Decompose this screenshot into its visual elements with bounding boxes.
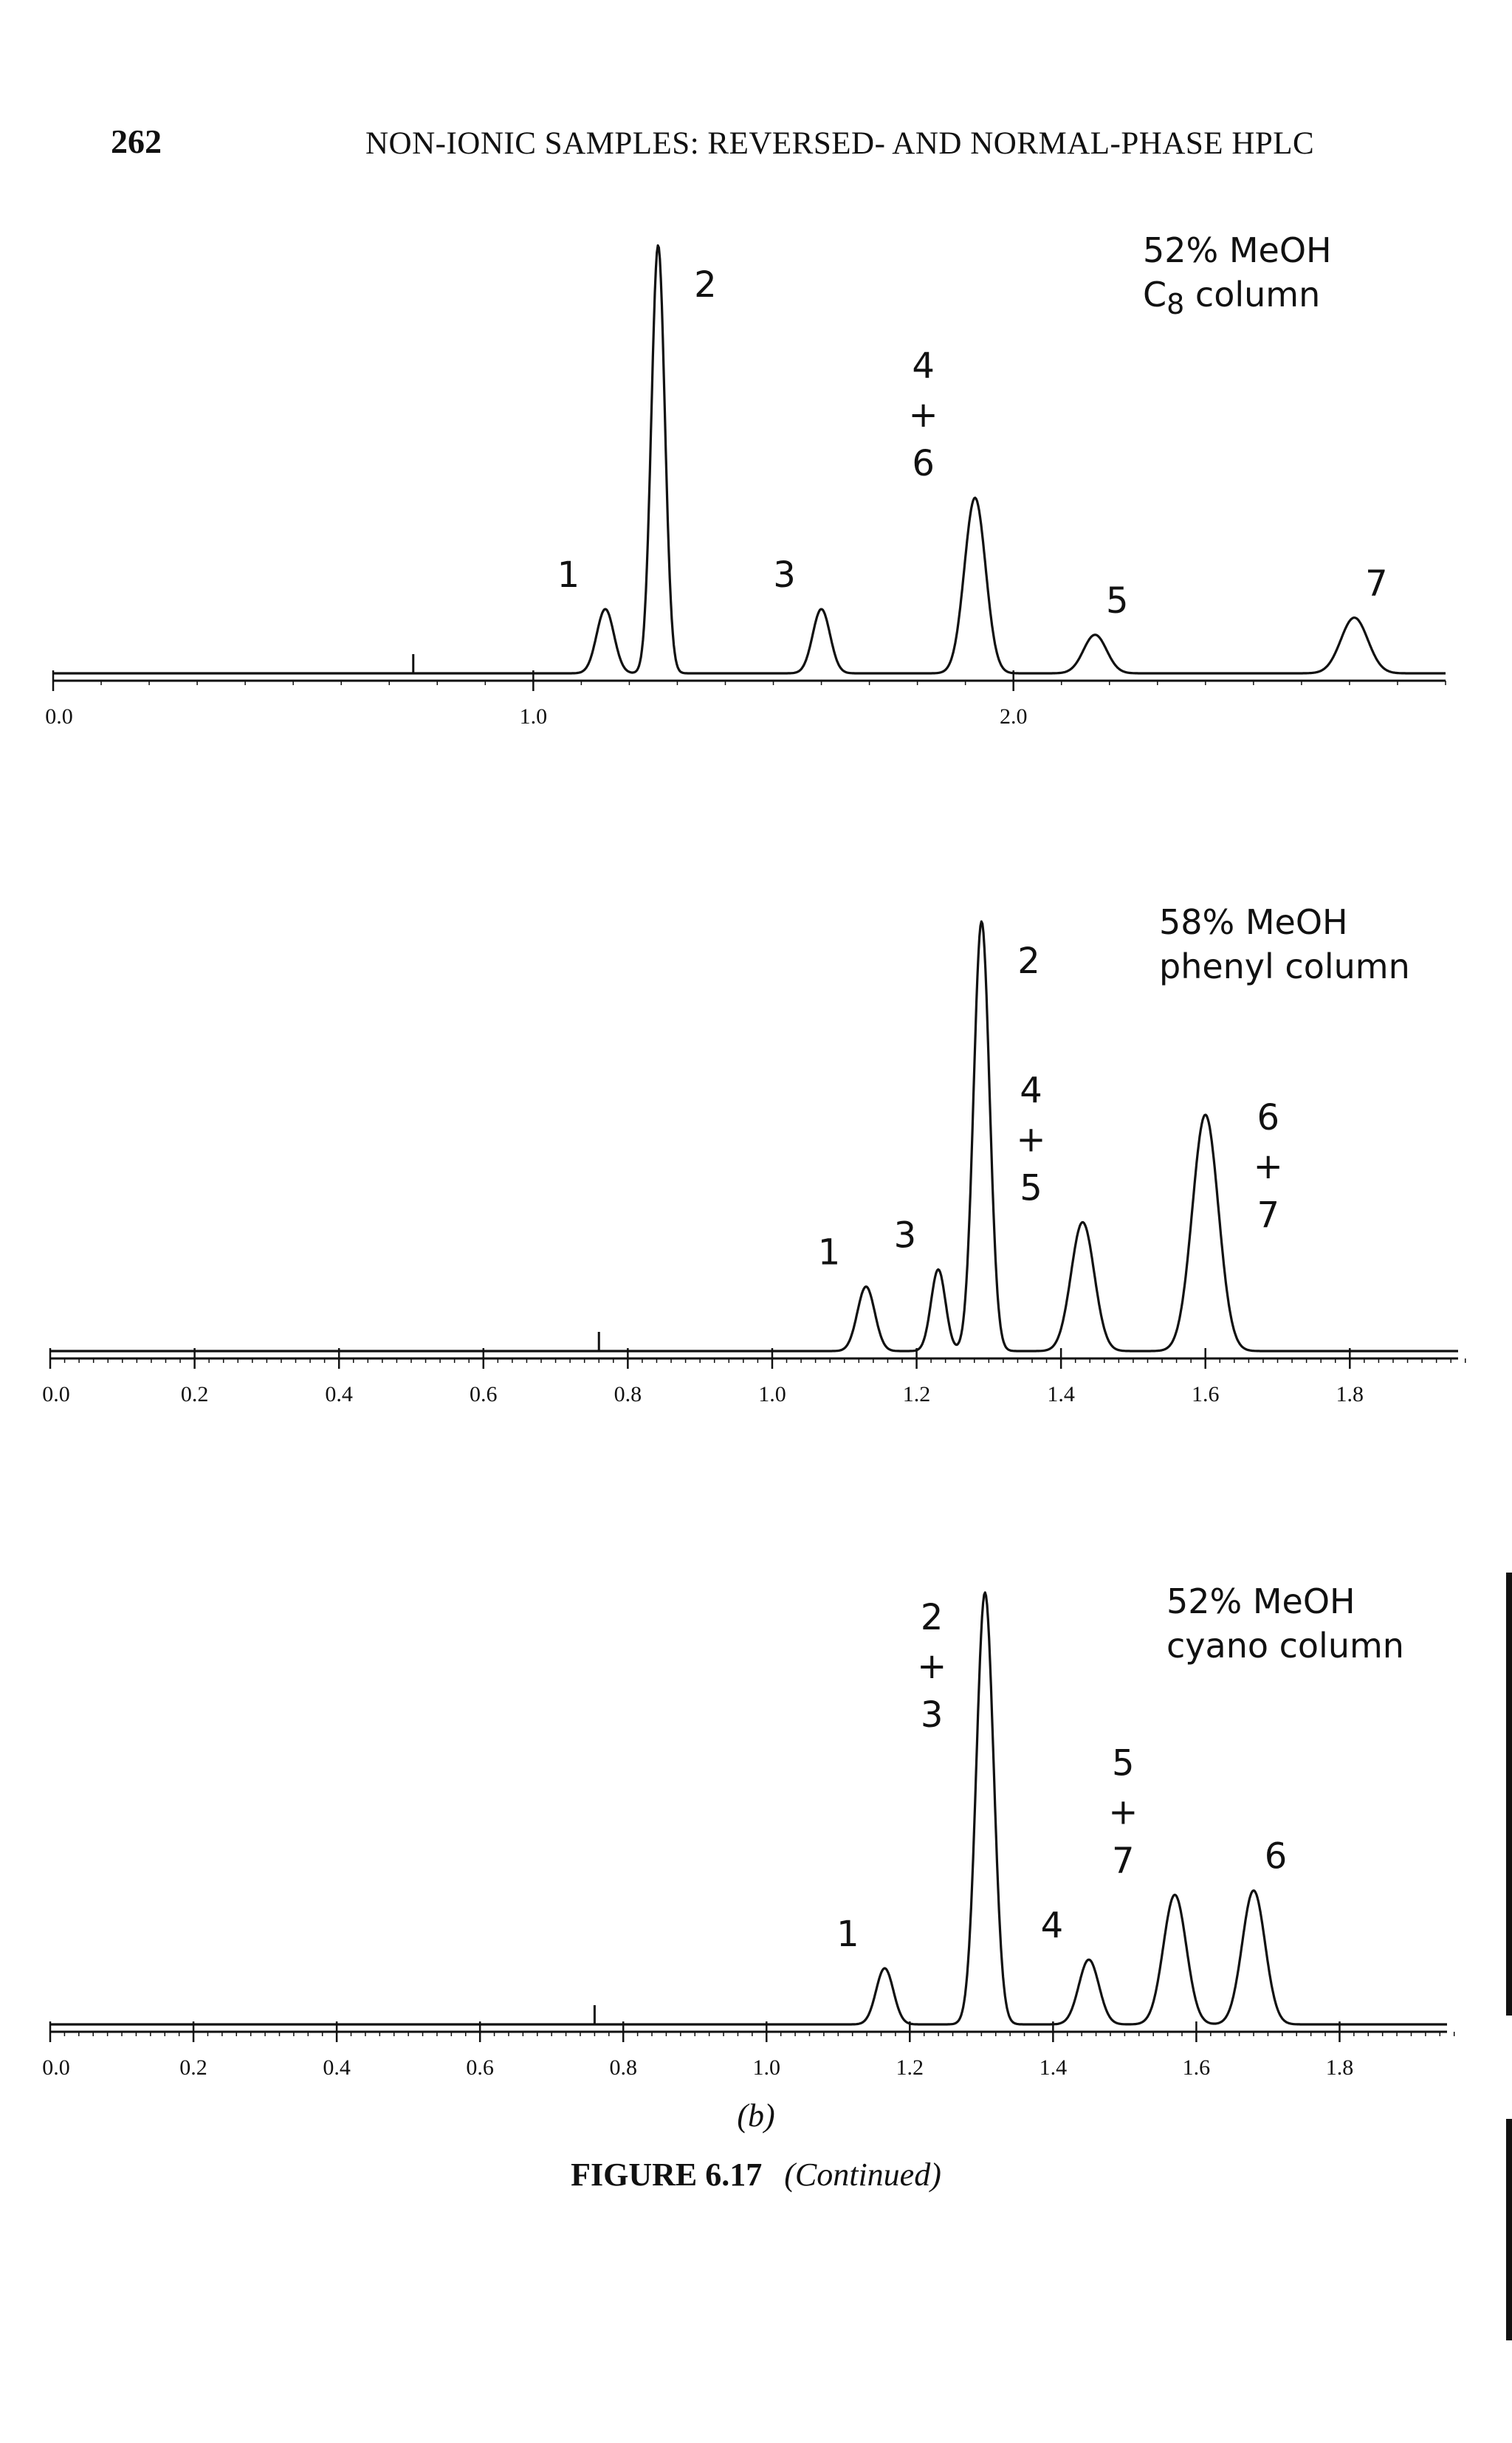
condition-label: phenyl column <box>1159 946 1410 986</box>
peak-label: 1 <box>557 554 580 596</box>
condition-label: 52% MeOH <box>1143 230 1332 270</box>
peak-label: 6 <box>1257 1097 1279 1138</box>
peak-label: 5 <box>1106 580 1129 622</box>
figure-sub-label: (b) <box>737 2097 775 2134</box>
peak-label: 4 <box>912 346 935 387</box>
scan-edge-mark <box>1506 1573 1512 2016</box>
condition-label: cyano column <box>1166 1626 1404 1666</box>
x-tick-label: 0.6 <box>470 1382 498 1406</box>
x-tick-label: 0.4 <box>323 2055 351 2080</box>
x-tick-label: 1.4 <box>1047 1382 1075 1406</box>
peak-label: + <box>909 394 938 436</box>
chromatogram-trace <box>49 920 1459 1353</box>
x-tick-label: 0.8 <box>609 2055 637 2080</box>
peak-label: 6 <box>1265 1836 1288 1877</box>
figure-caption: FIGURE 6.17 (Continued) <box>0 2156 1512 2193</box>
condition-label: C8 column <box>1143 275 1320 320</box>
x-tick-label: 0.0 <box>45 704 73 729</box>
x-tick-label: 1.6 <box>1192 1382 1220 1406</box>
x-tick-label: 1.0 <box>753 2055 781 2080</box>
x-tick-label: 0.4 <box>325 1382 353 1406</box>
peak-label: 7 <box>1257 1195 1279 1236</box>
condition-label: 58% MeOH <box>1159 902 1348 942</box>
x-tick-label: 1.2 <box>896 2055 924 2080</box>
x-tick-label: 1.0 <box>520 704 548 729</box>
x-tick-label: 0.6 <box>466 2055 494 2080</box>
peak-label: 6 <box>912 443 935 484</box>
page-header: 262 NON-IONIC SAMPLES: REVERSED- AND NOR… <box>0 0 1512 177</box>
peak-label: 1 <box>836 1914 859 1955</box>
peak-label: + <box>1108 1792 1138 1833</box>
x-tick-label: 1.0 <box>758 1382 786 1406</box>
peak-label: 7 <box>1112 1841 1135 1882</box>
peak-label: + <box>1254 1146 1283 1187</box>
x-tick-label: 0.0 <box>42 2055 70 2080</box>
x-tick-label: 2.0 <box>1000 704 1028 729</box>
peak-label: 2 <box>1017 941 1040 982</box>
x-tick-label: 0.2 <box>179 2055 207 2080</box>
peak-label: 4 <box>1020 1070 1042 1111</box>
chromatogram-trace <box>49 1591 1448 2026</box>
chromatogram-trace <box>52 244 1446 675</box>
peak-label: + <box>1016 1119 1045 1160</box>
x-tick-label: 1.2 <box>903 1382 931 1406</box>
running-head: NON-IONIC SAMPLES: REVERSED- AND NORMAL-… <box>365 126 1315 161</box>
condition-label: 52% MeOH <box>1166 1581 1355 1621</box>
peak-label: 1 <box>818 1232 841 1274</box>
peak-label: + <box>917 1646 946 1687</box>
figure-number: FIGURE 6.17 <box>571 2157 763 2193</box>
x-tick-label: 1.8 <box>1326 2055 1354 2080</box>
peak-label: 3 <box>894 1214 917 1256</box>
peak-label: 2 <box>694 264 717 306</box>
figure-note: (Continued) <box>784 2157 941 2193</box>
x-tick-label: 0.8 <box>614 1382 642 1406</box>
x-tick-label: 0.2 <box>181 1382 209 1406</box>
peak-label: 5 <box>1020 1167 1042 1209</box>
peak-label: 2 <box>921 1597 944 1638</box>
x-tick-label: 1.4 <box>1040 2055 1068 2080</box>
peak-label: 3 <box>921 1694 944 1736</box>
peak-label: 7 <box>1365 563 1388 605</box>
peak-label: 5 <box>1112 1743 1135 1784</box>
peak-label: 4 <box>1041 1905 1064 1946</box>
scan-edge-mark <box>1506 2119 1512 2340</box>
page-number: 262 <box>111 123 162 160</box>
x-tick-label: 1.6 <box>1183 2055 1211 2080</box>
peak-label: 3 <box>773 554 796 596</box>
x-tick-label: 1.8 <box>1336 1382 1364 1406</box>
x-tick-label: 0.0 <box>42 1382 70 1406</box>
